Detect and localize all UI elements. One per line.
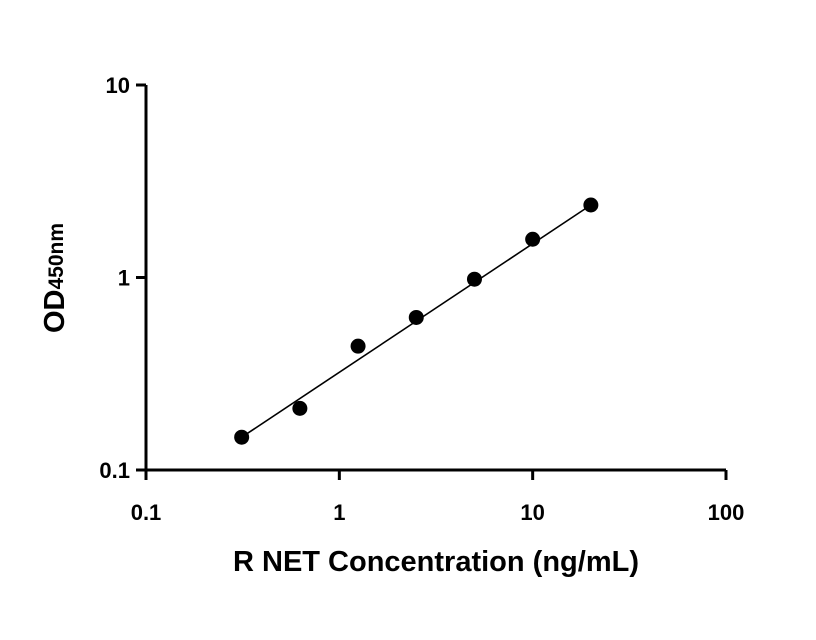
x-axis-title: R NET Concentration (ng/mL) (233, 546, 639, 578)
data-point (350, 338, 366, 354)
axes (144, 85, 726, 472)
y-axis-title-main: OD (39, 290, 71, 334)
y-axis-ticks: 0.1 1 10 (99, 73, 146, 483)
data-point (234, 429, 250, 445)
data-point (583, 197, 599, 213)
data-point (292, 400, 308, 416)
x-tick-label: 1 (333, 500, 345, 525)
y-tick-label: 0.1 (99, 458, 130, 483)
data-point (525, 231, 541, 247)
x-tick-label: 10 (520, 500, 544, 525)
x-tick-label: 0.1 (131, 500, 162, 525)
data-points (234, 197, 599, 445)
y-tick-label: 1 (118, 266, 130, 291)
x-tick-label: 100 (708, 500, 745, 525)
y-tick-label: 10 (106, 73, 130, 98)
y-axis-title-sub: 450nm (45, 223, 68, 290)
x-axis-ticks: 0.1 1 10 100 (131, 470, 745, 525)
data-point (408, 309, 424, 325)
data-point (466, 271, 482, 287)
y-axis-title: OD450nm (39, 223, 71, 333)
